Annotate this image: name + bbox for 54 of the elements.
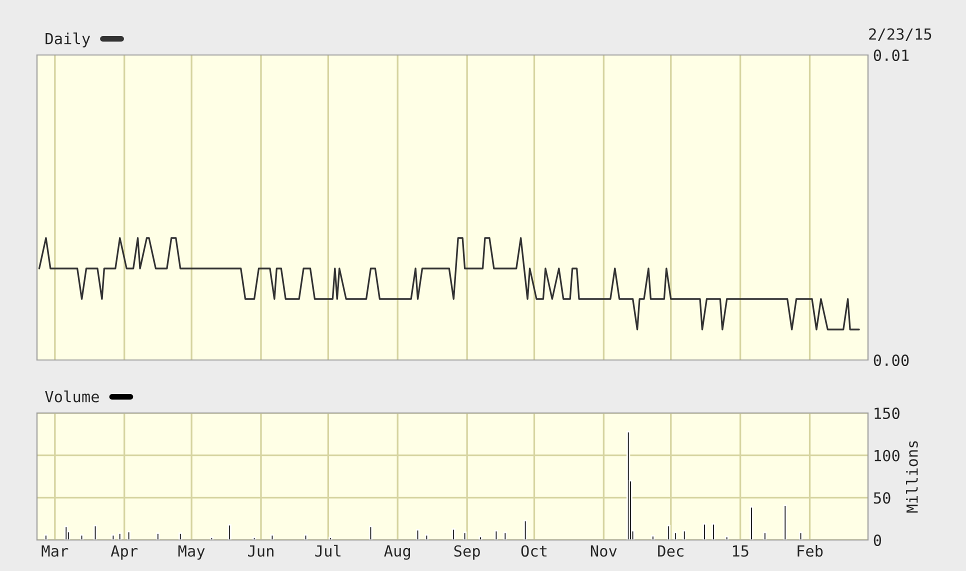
y-tick-label: 150 [874, 408, 900, 420]
bar [424, 534, 429, 540]
bar [682, 530, 686, 540]
y-tick-label: 0.01 [874, 50, 909, 62]
bar [503, 532, 507, 540]
x-tick-label: May [178, 545, 205, 560]
x-tick-label: Dec [658, 545, 684, 557]
y-tick-label: 0 [874, 534, 882, 546]
x-tick-label: Oct [521, 545, 547, 557]
legend-label: Daily [46, 32, 90, 48]
bar [452, 528, 456, 540]
bar [93, 524, 98, 540]
bar [368, 526, 373, 540]
bar [304, 534, 308, 540]
bar [674, 532, 678, 540]
text: 2/23/15 [869, 28, 932, 42]
bar [725, 536, 729, 540]
y-axis-title: Millions [906, 441, 918, 513]
bar [783, 504, 787, 540]
bar [178, 532, 182, 540]
bar [416, 529, 420, 540]
x-tick-label: Jul [315, 544, 340, 557]
legend-label: Volume [45, 390, 99, 402]
bar [44, 534, 48, 540]
bar [666, 524, 670, 540]
bar [111, 534, 115, 540]
bar [228, 524, 232, 540]
bar [712, 523, 716, 540]
bar [156, 532, 160, 540]
x-tick-label: Apr [110, 545, 138, 560]
y-tick-label: 0.00 [874, 354, 909, 366]
y-tick-label: 100 [874, 450, 900, 462]
x-tick-label: Sep [454, 545, 480, 560]
bar [523, 520, 528, 540]
x-tick-label: Nov [590, 545, 617, 557]
bar [127, 530, 131, 540]
bar [763, 532, 767, 540]
bar [798, 532, 803, 540]
bar [118, 532, 122, 540]
bar [463, 532, 467, 540]
bar [270, 534, 274, 540]
x-tick-label: Mar [42, 545, 68, 557]
bar [80, 534, 84, 540]
line-series [38, 237, 860, 330]
bar [494, 530, 498, 540]
x-tick-label: 15 [732, 545, 748, 557]
x-tick-label: Aug [384, 545, 410, 560]
y-tick-label: 50 [874, 492, 890, 504]
bar [750, 506, 754, 540]
x-tick-label: Jun [248, 545, 274, 557]
bar [702, 523, 706, 540]
x-tick-label: Feb [798, 544, 823, 557]
bar [478, 536, 482, 540]
bar [651, 535, 655, 540]
